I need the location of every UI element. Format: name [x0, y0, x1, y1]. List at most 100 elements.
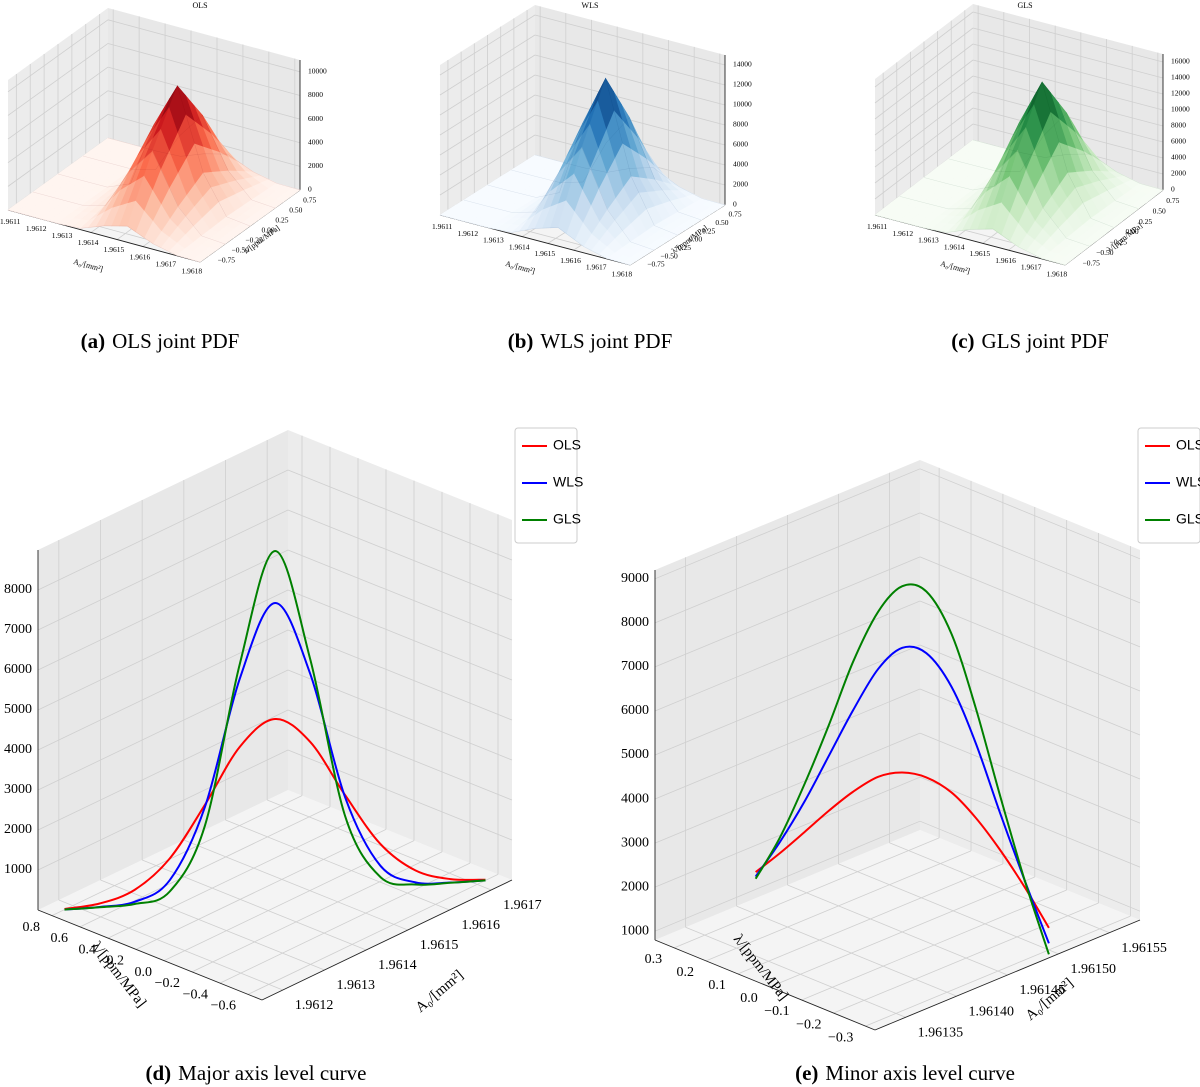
floor-pane	[38, 790, 512, 1000]
grid-line	[685, 926, 906, 1018]
surface-row	[439, 214, 631, 266]
grid-line	[919, 468, 1141, 560]
y-tick-label: 0.50	[715, 218, 728, 227]
y-tick-label: −0.6	[211, 999, 236, 1014]
axis-line	[654, 939, 876, 1031]
grid-line	[919, 512, 1141, 604]
x-tick-label: 1.9614	[944, 242, 965, 251]
x-tick-label: 1.9616	[560, 256, 581, 265]
caption-text: Major axis level curve	[178, 1061, 366, 1085]
grid-line	[919, 688, 1141, 780]
grid-line	[51, 795, 303, 916]
grid-line	[801, 889, 1067, 1001]
side-pane	[288, 430, 512, 880]
x-tick-label: 1.9613	[918, 236, 939, 245]
grid-line	[534, 34, 726, 86]
grid-line	[287, 669, 513, 761]
z-tick-label: 6000	[733, 140, 748, 149]
grid-line	[439, 94, 536, 156]
caption-label: (c)	[951, 329, 974, 353]
grid-line	[191, 851, 443, 973]
z-tick-label: 8000	[733, 120, 748, 129]
z-tick-label: 3000	[4, 782, 32, 797]
x-tick-label: 1.9613	[52, 231, 73, 240]
y-tick-label: 0.6	[51, 931, 69, 946]
x-tick-label: 1.9617	[503, 898, 541, 913]
x-tick-label: 1.9616	[995, 256, 1016, 265]
grid-line	[107, 43, 301, 96]
x-tick-label: 1.96140	[969, 1004, 1015, 1019]
surface-row	[463, 147, 654, 251]
grid-line	[37, 709, 289, 831]
y-tick-label: 0.4	[79, 942, 97, 957]
x-axis-label: A₀/[mm²]	[72, 257, 104, 274]
z-tick-label: 0	[308, 185, 312, 194]
surface-row	[32, 150, 226, 245]
panel: 1.9611 1.9612 1.9613 1.9614 1.9615 1.9616 1.96…	[0, 8, 327, 275]
y-tick-label: −0.4	[183, 987, 208, 1002]
x-tick-label: 1.9614	[509, 242, 530, 251]
x-tick-label: 1.9612	[892, 229, 913, 238]
grid-line	[439, 34, 536, 96]
grid-line	[58, 899, 283, 991]
x-tick-label: 1.9617	[586, 263, 607, 272]
grid-line	[287, 469, 513, 561]
grid-line	[7, 43, 109, 116]
z-tick-label: 4000	[308, 137, 323, 146]
caption-text: OLS joint PDF	[112, 329, 239, 353]
grid-line	[654, 468, 921, 580]
grid-line	[874, 43, 974, 120]
grid-line	[37, 669, 289, 791]
grid-line	[889, 842, 1110, 934]
grid-line	[142, 859, 367, 951]
y-tick-label: 0.0	[740, 991, 758, 1006]
z-tick-label: 2000	[621, 879, 649, 894]
surface-row	[899, 150, 1090, 247]
surface-patch	[621, 257, 639, 266]
z-tick-label: 14000	[733, 60, 752, 69]
grid-line	[287, 589, 513, 681]
y-tick-label: −0.75	[1082, 258, 1100, 267]
series-line	[64, 717, 486, 910]
panel-title: OLS	[192, 1, 207, 10]
grid-line	[833, 902, 1099, 1014]
grid-line	[7, 19, 109, 93]
y-tick-label: 0.3	[645, 952, 663, 967]
caption: (e) Minor axis level curve	[795, 1061, 1015, 1085]
grid-line	[439, 14, 536, 76]
grid-line	[654, 512, 921, 624]
grid-line	[972, 27, 1164, 79]
z-tick-label: 6000	[1171, 137, 1186, 146]
surface-row	[948, 112, 1139, 209]
y-tick-label: 0.75	[729, 210, 742, 219]
z-tick-label: 14000	[1171, 73, 1190, 82]
y-tick-label: −0.50	[232, 246, 250, 255]
caption-label: (b)	[508, 329, 534, 353]
z-tick-label: 6000	[308, 114, 323, 123]
grid-line	[247, 874, 499, 995]
grid-line	[107, 817, 359, 939]
z-tick-label: 4000	[621, 791, 649, 806]
legend-label: GLS	[1176, 511, 1200, 527]
grid-line	[769, 876, 1035, 988]
axis-line	[37, 909, 263, 1001]
surface-row	[107, 137, 301, 191]
x-tick-label: 1.9611	[432, 222, 453, 231]
grid-line	[919, 644, 1141, 736]
grid-line	[183, 839, 408, 931]
grid-line	[107, 90, 301, 144]
x-tick-label: 1.96155	[1121, 941, 1167, 956]
x-axis-label: A₀/[mm²]	[413, 967, 467, 1016]
z-tick-label: 6000	[621, 703, 649, 718]
y-tick-label: 0.0	[135, 965, 153, 980]
x-tick-label: 1.9612	[26, 224, 47, 233]
x-tick-label: 1.9613	[483, 236, 504, 245]
z-tick-label: 16000	[1171, 57, 1190, 66]
grid-line	[654, 556, 921, 668]
y-tick-label: −0.2	[796, 1017, 821, 1032]
grid-line	[705, 850, 972, 962]
grid-line	[874, 91, 974, 168]
y-tick-label: 0.1	[708, 978, 726, 993]
y-tick-label: 0.75	[303, 196, 316, 205]
x-tick-label: 1.9615	[535, 249, 556, 258]
